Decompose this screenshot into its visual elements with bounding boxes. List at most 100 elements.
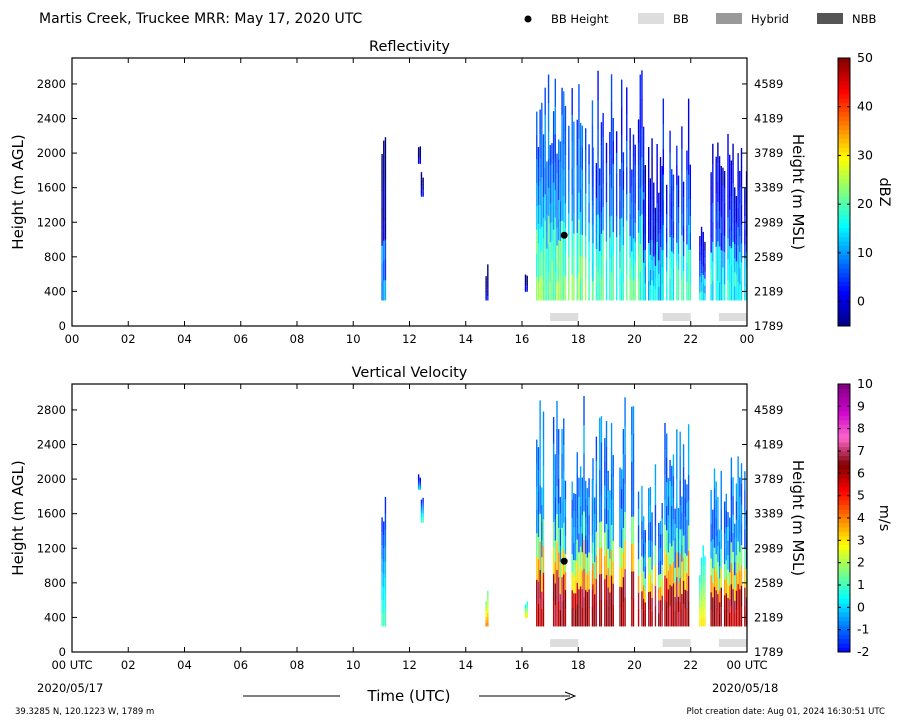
echo-cell: [729, 571, 731, 586]
echo-cell: [710, 268, 712, 285]
echo-cell: [600, 573, 603, 601]
echo-cell: [734, 536, 736, 550]
echo-cell: [610, 243, 613, 273]
echo-cell: [676, 478, 678, 504]
echo-cell: [542, 175, 545, 197]
echo-cell: [626, 167, 628, 195]
echo-cell: [637, 592, 640, 610]
echo-cell: [487, 608, 489, 614]
y-tick-label: 400: [44, 284, 66, 298]
echo-cell: [677, 522, 680, 538]
echo-cell: [417, 161, 420, 164]
echo-cell: [573, 592, 575, 610]
echo-cell: [671, 185, 673, 203]
echo-cell: [615, 131, 618, 153]
echo-cell: [422, 184, 424, 188]
echo-cell: [417, 153, 420, 156]
colorbar-tick-label: 8: [857, 421, 865, 436]
echo-cell: [581, 212, 584, 236]
echo-cell: [621, 162, 623, 191]
echo-cell: [734, 271, 736, 287]
echo-cell: [381, 571, 383, 586]
echo-cell: [666, 271, 668, 287]
echo-cell: [642, 237, 645, 251]
echo-cell: [699, 600, 701, 608]
echo-cell: [649, 254, 652, 271]
echo-cell: [583, 511, 585, 541]
colorbar-strip: [838, 638, 850, 644]
echo-cell: [672, 174, 675, 191]
echo-cell: [744, 271, 746, 287]
colorbar-strip: [838, 281, 850, 287]
echo-cell: [544, 220, 546, 248]
echo-cell: [539, 228, 541, 253]
echo-cell: [574, 609, 577, 627]
echo-cell: [591, 100, 594, 126]
legend-bb-height-marker: [524, 15, 532, 23]
echo-cell: [718, 541, 721, 555]
echo-cell: [604, 508, 606, 533]
echo-cell: [417, 149, 420, 152]
echo-cell: [739, 235, 741, 253]
echo-cell: [669, 480, 671, 502]
echo-cell: [662, 224, 665, 251]
echo-cell: [585, 553, 587, 572]
echo-cell: [559, 220, 562, 241]
echo-cell: [536, 135, 538, 160]
echo-cell: [578, 477, 580, 497]
echo-cell: [658, 587, 660, 601]
colorbar-strip: [838, 589, 850, 595]
echo-cell: [539, 109, 541, 134]
echo-cell: [632, 155, 635, 177]
echo-cell: [595, 578, 598, 603]
echo-cell: [542, 599, 545, 627]
echo-cell: [564, 178, 567, 204]
echo-cell: [612, 277, 614, 301]
echo-cell: [561, 114, 563, 142]
echo-cell: [642, 199, 645, 213]
echo-cell: [702, 257, 704, 267]
echo-cell: [600, 122, 603, 145]
echo-cell: [669, 542, 671, 565]
echo-cell: [602, 253, 604, 278]
echo-cell: [718, 614, 721, 627]
echo-cell: [637, 609, 640, 627]
colorbar-strip: [838, 66, 850, 72]
colorbar-strip: [838, 553, 850, 559]
echo-cell: [524, 609, 527, 612]
echo-cell: [654, 504, 657, 526]
echo-cell: [681, 496, 683, 514]
echo-cell: [661, 249, 663, 267]
echo-cell: [720, 509, 722, 530]
echo-cell: [420, 499, 423, 503]
echo-cell: [558, 219, 560, 241]
colorbar-tick-label: 40: [857, 99, 873, 114]
echo-cell: [722, 184, 724, 202]
echo-cell: [542, 518, 545, 547]
colorbar-strip: [838, 576, 850, 582]
echo-cell: [740, 585, 743, 607]
echo-cell: [710, 541, 712, 559]
panel-title: Reflectivity: [369, 39, 450, 55]
echo-cell: [686, 590, 688, 609]
echo-cell: [677, 537, 680, 553]
echo-cell: [571, 535, 573, 555]
echo-cell: [419, 146, 422, 149]
echo-cell: [740, 204, 743, 225]
x-tick-label: 18: [571, 332, 586, 346]
y-tick-label: 2800: [37, 77, 66, 91]
echo-cell: [576, 560, 578, 583]
y2-tick-label: 4589: [754, 403, 783, 417]
echo-cell: [578, 84, 580, 112]
echo-cell: [637, 141, 640, 165]
echo-cell: [642, 224, 645, 238]
echo-cell: [579, 546, 582, 567]
echo-cell: [715, 156, 717, 176]
echo-cell: [526, 285, 528, 288]
echo-cell: [734, 201, 736, 216]
echo-cell: [653, 197, 655, 213]
echo-cell: [700, 608, 703, 618]
echo-cell: [689, 164, 692, 182]
echo-cell: [729, 191, 731, 210]
